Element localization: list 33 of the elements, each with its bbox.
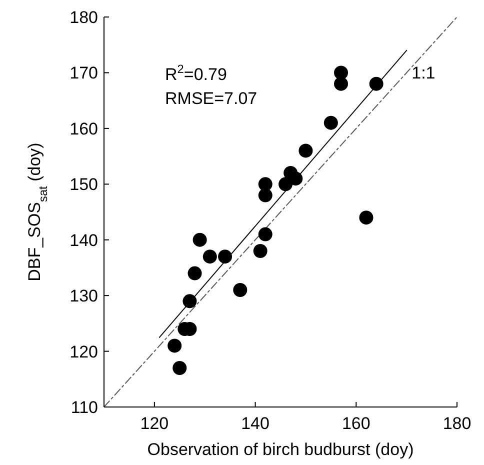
y-tick-label: 150 <box>70 175 98 194</box>
y-tick-label: 130 <box>70 286 98 306</box>
x-tick-label: 180 <box>442 414 472 433</box>
x-tick-label: 120 <box>140 414 169 433</box>
annotation: R$^{2}$=0.79 <box>165 62 227 84</box>
point <box>218 250 232 264</box>
point <box>168 338 182 353</box>
y-tick-label: 180 <box>70 8 98 27</box>
y-tick-label: 160 <box>70 119 98 138</box>
point <box>369 76 384 91</box>
y-tick-label: 120 <box>70 342 98 362</box>
point <box>258 177 272 192</box>
point <box>258 227 272 242</box>
x-tick-label: 160 <box>342 414 370 433</box>
annotation: 1:1 <box>412 64 436 83</box>
point <box>324 116 338 130</box>
point <box>359 210 374 225</box>
y-tick-label: 170 <box>70 64 98 83</box>
x-tick-label: 140 <box>241 414 270 433</box>
point <box>202 250 217 264</box>
point <box>188 266 202 280</box>
point <box>182 294 197 308</box>
y-tick-label: 110 <box>70 398 98 417</box>
point <box>334 66 348 80</box>
point <box>172 361 187 375</box>
annotation: RMSE=7.07 <box>165 89 258 108</box>
point <box>298 144 313 158</box>
point <box>233 283 248 297</box>
point <box>253 244 268 258</box>
point <box>334 76 348 91</box>
y-tick-label: 140 <box>70 230 98 250</box>
x-axis-title: Observation of birch budburst (doy) <box>147 440 414 459</box>
point <box>192 232 207 247</box>
